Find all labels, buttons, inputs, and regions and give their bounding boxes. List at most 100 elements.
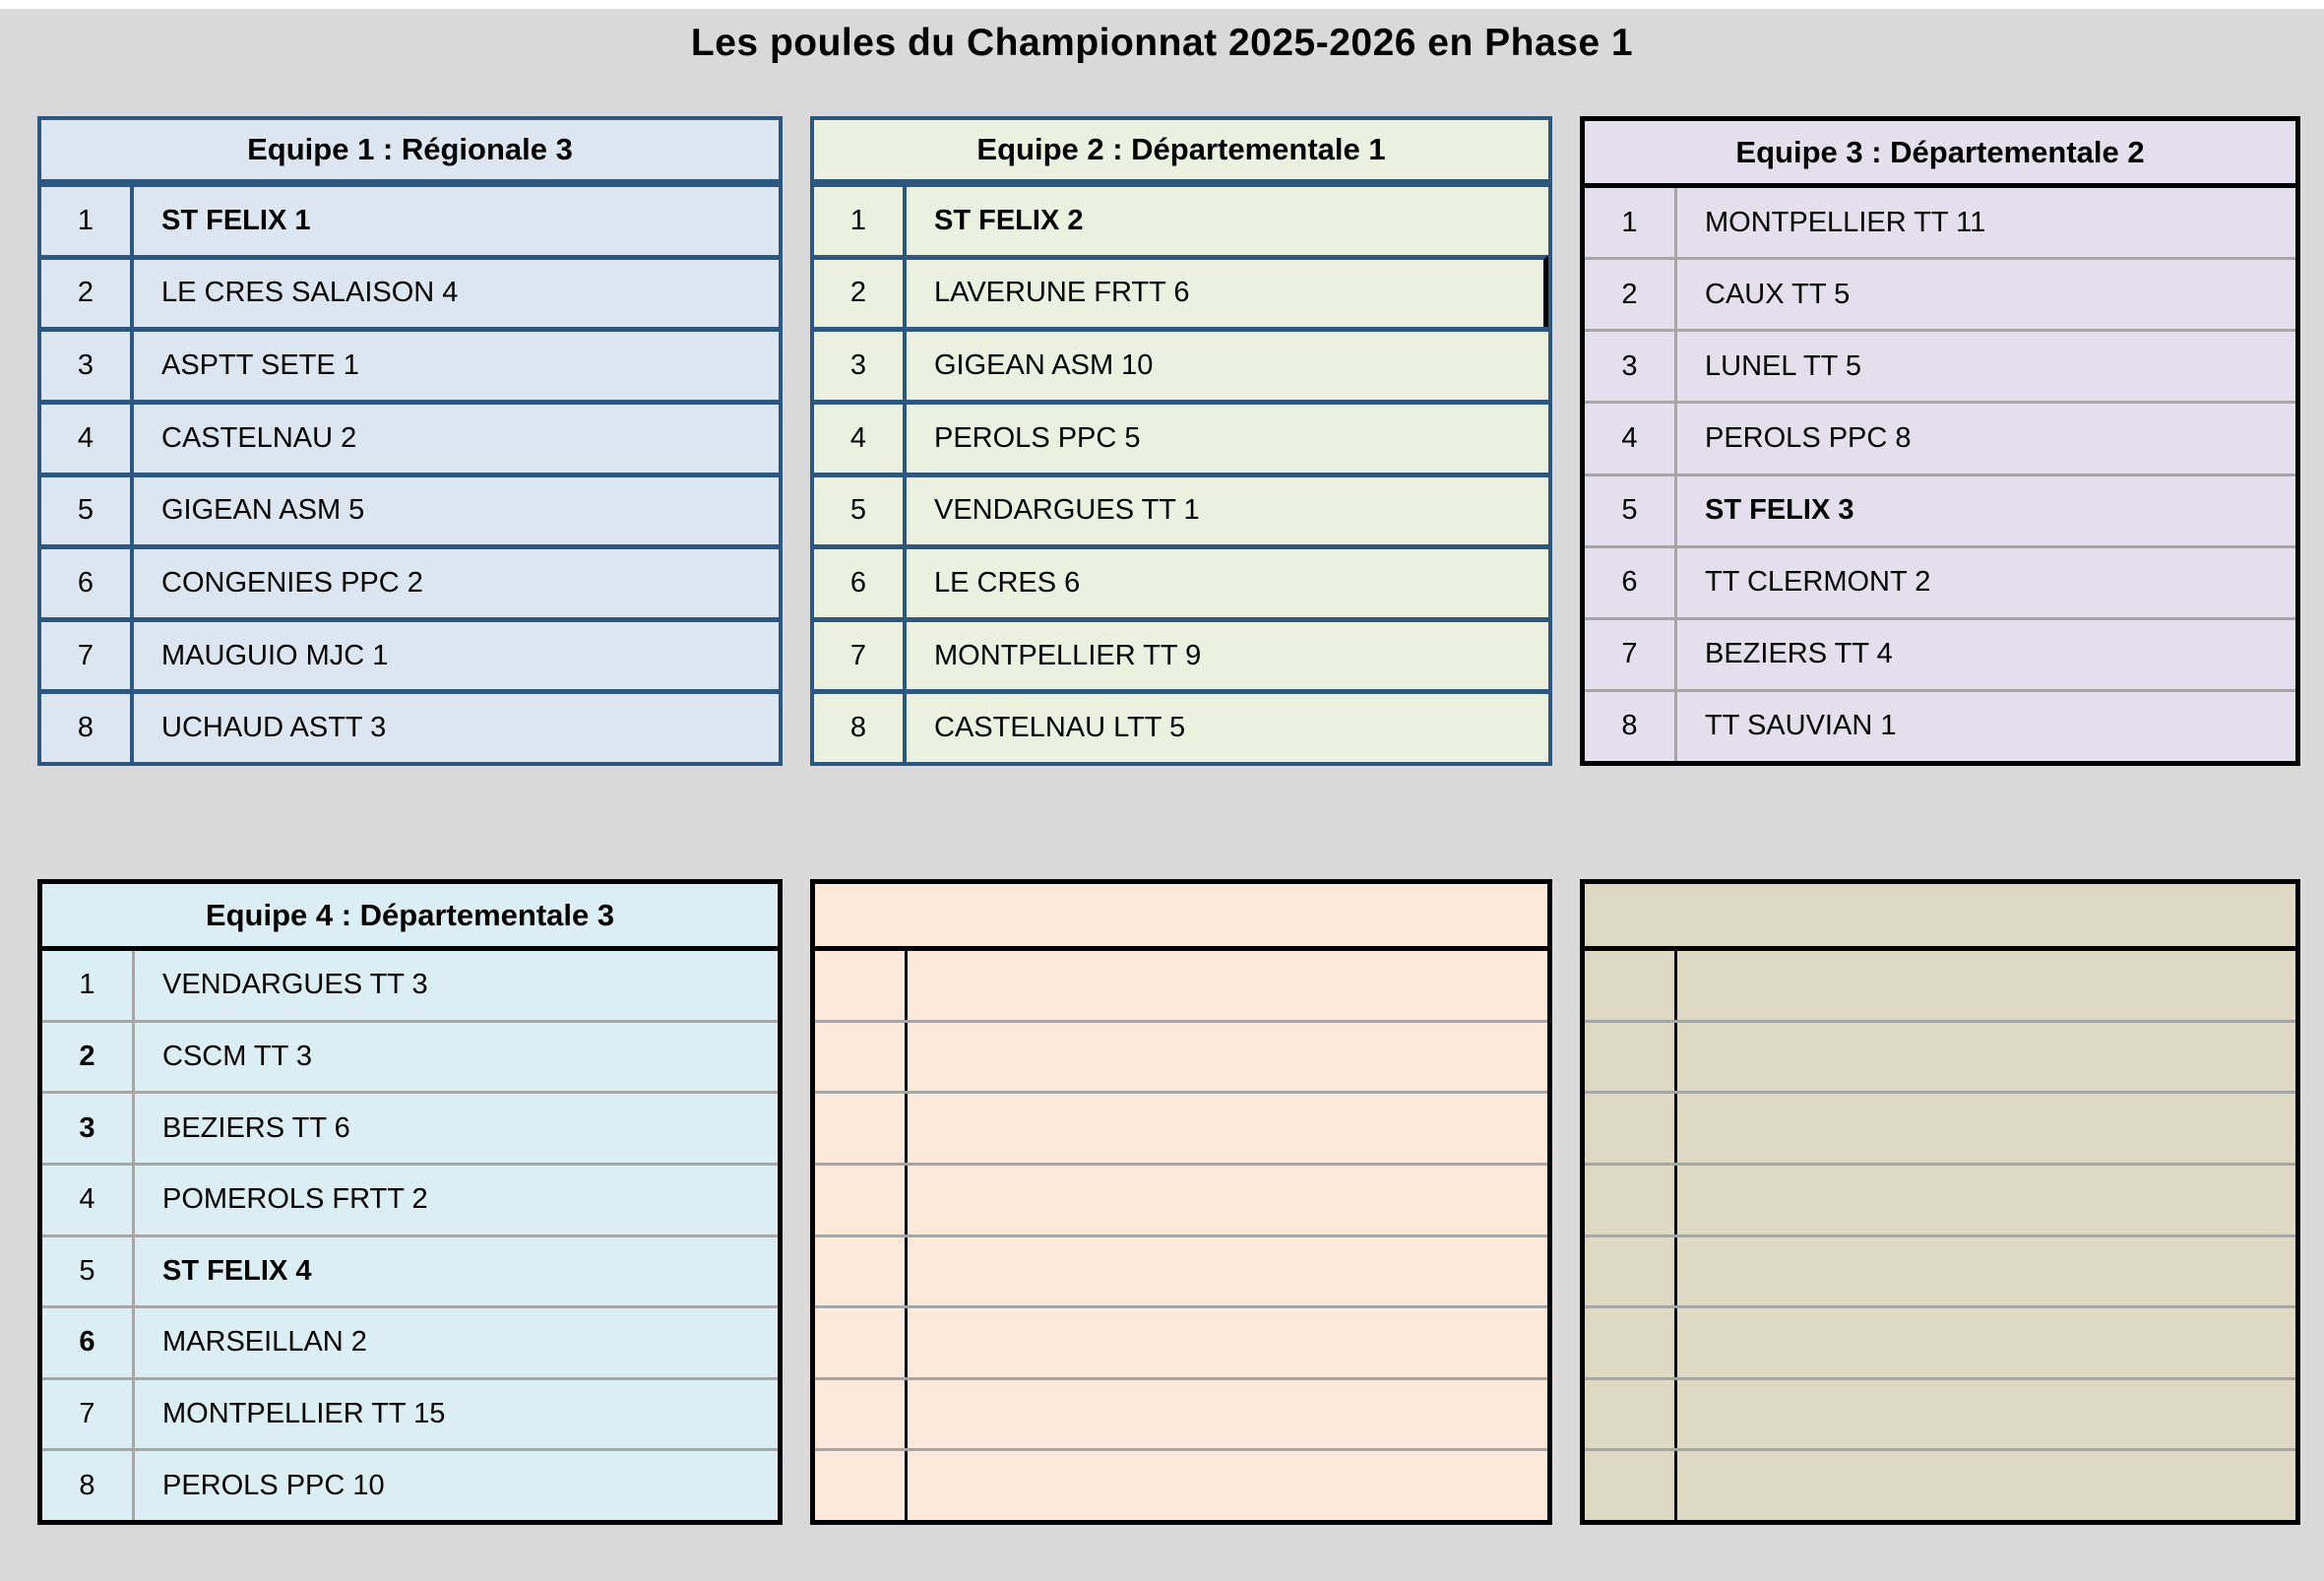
row-number: 1 (41, 187, 134, 255)
team-name (1677, 1237, 2295, 1306)
row-number (815, 1308, 908, 1377)
table-header (815, 884, 1547, 951)
table-row: 3 LUNEL TT 5 (1585, 329, 2295, 402)
team-name: CSCM TT 3 (162, 1040, 313, 1072)
team-name: PEROLS PPC 8 (1705, 421, 1912, 454)
row-number: 6 (814, 549, 907, 617)
table-body (1585, 951, 2295, 1520)
row-number (1585, 1236, 1677, 1306)
table-row: 6 TT CLERMONT 2 (1585, 544, 2295, 617)
row-number (815, 1022, 908, 1092)
team-name: LE CRES SALAISON 4 (161, 277, 459, 309)
row-number: 4 (1585, 404, 1677, 474)
team-name (908, 1380, 1547, 1449)
table-row (815, 1305, 1547, 1377)
table-row (815, 1091, 1547, 1163)
row-number: 6 (42, 1308, 135, 1377)
table-row: 3 BEZIERS TT 6 (42, 1091, 778, 1163)
table-row: 2 LE CRES SALAISON 4 (41, 254, 779, 328)
row-number: 6 (41, 549, 134, 617)
team-name: CONGENIES PPC 2 (161, 566, 423, 599)
team-name (908, 1451, 1547, 1520)
table-row (1585, 1091, 2295, 1163)
row-number (815, 1451, 908, 1520)
team-name: MONTPELLIER TT 15 (162, 1398, 446, 1430)
table-row: 6 CONGENIES PPC 2 (41, 544, 779, 617)
row-number: 7 (814, 621, 907, 690)
table-row: 7 BEZIERS TT 4 (1585, 616, 2295, 689)
row-number: 5 (41, 476, 134, 545)
table-row: 1 ST FELIX 1 (41, 187, 779, 255)
table-row (1585, 951, 2295, 1020)
row-number: 5 (814, 476, 907, 545)
row-number (1585, 1022, 1677, 1092)
team-name: PEROLS PPC 10 (162, 1469, 385, 1501)
team-name: BEZIERS TT 6 (162, 1111, 350, 1144)
row-number: 6 (1585, 547, 1677, 617)
table-row: 8 PEROLS PPC 10 (42, 1448, 778, 1520)
row-number (1585, 1451, 1677, 1520)
team-name: LUNEL TT 5 (1705, 349, 1862, 382)
table-header: Equipe 3 : Départementale 2 (1585, 121, 2295, 188)
pool-table-empty-1 (810, 879, 1552, 1525)
row-number: 5 (1585, 475, 1677, 545)
team-name: TT SAUVIAN 1 (1705, 710, 1897, 742)
team-name: TT CLERMONT 2 (1705, 566, 1931, 599)
row-number: 2 (42, 1022, 135, 1092)
table-row: 6 MARSEILLAN 2 (42, 1305, 778, 1377)
table-row: 8 UCHAUD ASTT 3 (41, 689, 779, 762)
table-row: 4 PEROLS PPC 8 (1585, 401, 2295, 474)
table-row (815, 1162, 1547, 1234)
team-name (908, 951, 1547, 1020)
team-name: LE CRES 6 (934, 566, 1081, 599)
row-number: 3 (42, 1094, 135, 1163)
table-row (815, 951, 1547, 1020)
team-name: LAVERUNE FRTT 6 (934, 277, 1190, 309)
table-row (815, 1019, 1547, 1092)
row-number: 1 (42, 951, 135, 1020)
row-number: 7 (42, 1379, 135, 1449)
row-number: 2 (814, 259, 907, 328)
row-number (1585, 1379, 1677, 1449)
table-row: 8 TT SAUVIAN 1 (1585, 688, 2295, 761)
team-name: ST FELIX 2 (934, 204, 1084, 236)
team-name (908, 1023, 1547, 1092)
row-number (1585, 951, 1677, 1020)
pool-table-empty-2 (1580, 879, 2300, 1525)
team-name: PEROLS PPC 5 (934, 421, 1141, 454)
team-name: ST FELIX 4 (162, 1254, 312, 1287)
team-name: ST FELIX 3 (1705, 494, 1854, 527)
team-name: GIGEAN ASM 5 (161, 494, 365, 527)
table-row: 6 LE CRES 6 (814, 544, 1548, 617)
row-number: 7 (1585, 619, 1677, 689)
top-margin (0, 0, 2324, 9)
team-name: VENDARGUES TT 1 (934, 494, 1200, 527)
team-name (908, 1094, 1547, 1163)
team-name: ASPTT SETE 1 (161, 349, 359, 382)
row-number (1585, 1308, 1677, 1377)
table-row: 2 CAUX TT 5 (1585, 257, 2295, 330)
team-name (1677, 1023, 2295, 1092)
row-number (815, 1094, 908, 1163)
team-name (908, 1166, 1547, 1234)
table-row: 1 VENDARGUES TT 3 (42, 951, 778, 1020)
table-row (1585, 1019, 2295, 1092)
table-header: Equipe 1 : Régionale 3 (41, 120, 779, 187)
team-name: CASTELNAU 2 (161, 421, 357, 454)
team-name: GIGEAN ASM 10 (934, 349, 1154, 382)
row-number (815, 1236, 908, 1306)
team-name (908, 1308, 1547, 1377)
team-name (1677, 1166, 2295, 1234)
row-number: 4 (814, 404, 907, 473)
table-row: 7 MONTPELLIER TT 15 (42, 1376, 778, 1449)
pool-table-equipe-1: Equipe 1 : Régionale 3 1 ST FELIX 1 2 LE… (37, 116, 783, 766)
row-number: 3 (1585, 332, 1677, 402)
team-name: VENDARGUES TT 3 (162, 969, 428, 1001)
row-number (815, 951, 908, 1020)
team-name: CASTELNAU LTT 5 (934, 712, 1186, 744)
team-name: MAUGUIO MJC 1 (161, 639, 389, 671)
table-header (1585, 884, 2295, 951)
team-name: ST FELIX 1 (161, 204, 311, 236)
table-row (1585, 1305, 2295, 1377)
row-number: 7 (41, 621, 134, 690)
